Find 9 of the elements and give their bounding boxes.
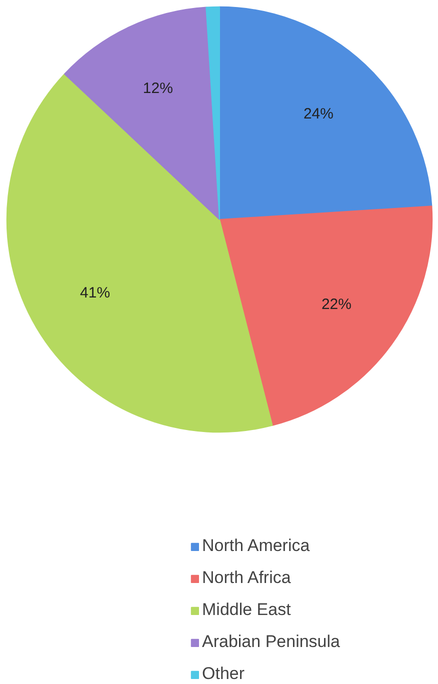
legend-label: Other bbox=[202, 664, 245, 684]
data-label: 24% bbox=[303, 106, 334, 123]
data-label: 22% bbox=[321, 296, 352, 313]
legend-label: Middle East bbox=[202, 600, 291, 620]
legend-label: North America bbox=[202, 536, 310, 556]
legend-label: Arabian Peninsula bbox=[202, 632, 340, 652]
data-label: 12% bbox=[142, 80, 173, 98]
legend-label: North Africa bbox=[202, 568, 291, 588]
data-label: 41% bbox=[80, 284, 110, 302]
